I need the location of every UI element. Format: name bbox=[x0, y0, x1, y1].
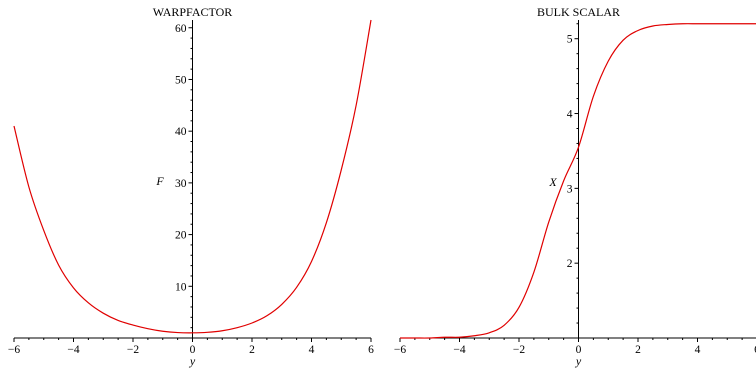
bulk-scalar-y-tick-label: 3 bbox=[567, 183, 573, 195]
bulk-scalar-x-tick-label: 2 bbox=[635, 344, 641, 356]
warpfactor-y-tick-label: 40 bbox=[175, 126, 187, 138]
warpfactor-x-tick-label: −4 bbox=[67, 344, 79, 356]
bulk-scalar-title: BULK SCALAR bbox=[537, 5, 620, 19]
bulk-scalar-y-tick-label: 2 bbox=[567, 258, 573, 270]
bulk-scalar-series-line bbox=[399, 23, 756, 339]
bulk-scalar-chart: BULK SCALAR −6 −4 −2 0 2 4 6 2 3 4 5 y X bbox=[394, 5, 756, 368]
bulk-scalar-x-axis-label: y bbox=[575, 354, 582, 368]
warpfactor-y-axis-label: F bbox=[155, 174, 164, 188]
warpfactor-y-tick-label: 50 bbox=[175, 74, 187, 86]
warpfactor-x-tick-label: −2 bbox=[127, 344, 139, 356]
warpfactor-x-tick-label: 2 bbox=[249, 344, 255, 356]
warpfactor-x-tick-label: 0 bbox=[190, 344, 196, 356]
bulk-scalar-y-tick-label: 5 bbox=[567, 34, 573, 46]
warpfactor-chart: WARPFACTOR −6 −4 −2 0 2 4 6 10 20 30 40 50 60 y F bbox=[8, 5, 374, 368]
warpfactor-x-axis-label: y bbox=[189, 354, 196, 368]
warpfactor-x-tick-label: 6 bbox=[368, 344, 374, 356]
bulk-scalar-x-tick-label: 0 bbox=[576, 344, 582, 356]
bulk-scalar-y-tick-label: 4 bbox=[567, 109, 573, 121]
bulk-scalar-x-tick-label: −4 bbox=[453, 344, 465, 356]
warpfactor-y-tick-label: 60 bbox=[175, 23, 187, 35]
warpfactor-series-line bbox=[13, 19, 372, 334]
warpfactor-y-tick-label: 30 bbox=[175, 178, 187, 190]
warpfactor-y-tick-label: 20 bbox=[175, 230, 187, 242]
bulk-scalar-x-tick-label: −6 bbox=[394, 344, 406, 356]
warpfactor-x-tick-label: 4 bbox=[309, 344, 315, 356]
warpfactor-title: WARPFACTOR bbox=[153, 5, 233, 19]
bulk-scalar-x-tick-label: 4 bbox=[695, 344, 701, 356]
bulk-scalar-x-tick-label: 6 bbox=[754, 344, 756, 356]
warpfactor-y-tick-label: 10 bbox=[175, 281, 187, 293]
warpfactor-x-tick-label: −6 bbox=[8, 344, 20, 356]
bulk-scalar-x-tick-label: −2 bbox=[513, 344, 525, 356]
bulk-scalar-y-axis-label: X bbox=[548, 175, 557, 189]
